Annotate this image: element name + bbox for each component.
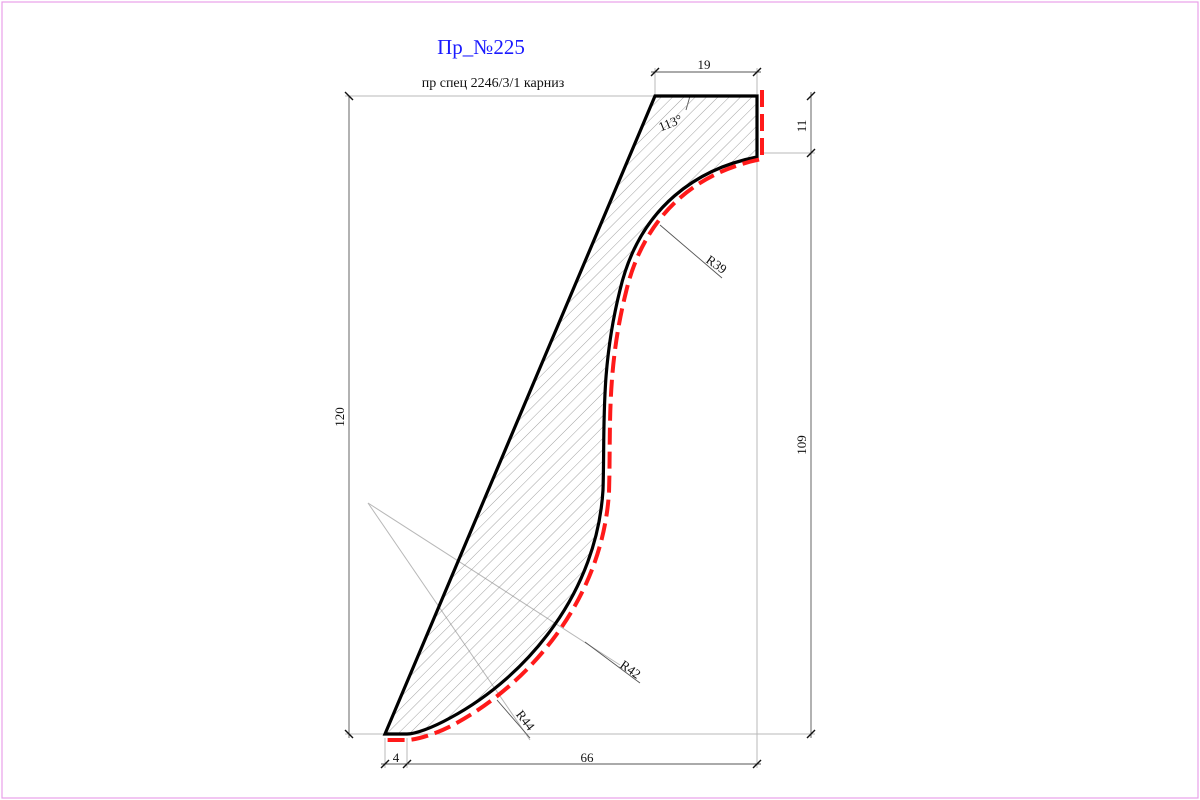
profile-shape: [382, 94, 759, 736]
drawing-subtitle: пр спец 2246/3/1 карниз: [422, 76, 565, 91]
dim-bottom-small: 4: [393, 750, 400, 765]
dim-right-height: 109: [794, 435, 809, 455]
radius-label-upper: R39: [703, 252, 729, 277]
dim-bottom-width: 66: [581, 750, 595, 765]
radius-label-middle: R42: [617, 657, 643, 682]
drawing-title: Пр_№225: [437, 35, 525, 59]
dimension-lines: [344, 67, 816, 769]
dim-top-width: 19: [698, 57, 711, 72]
dim-top-height: 11: [794, 120, 809, 133]
dim-total-height: 120: [332, 407, 347, 427]
radius-label-lower: R44: [513, 707, 538, 734]
visible-face-dashed-line: [383, 90, 764, 742]
